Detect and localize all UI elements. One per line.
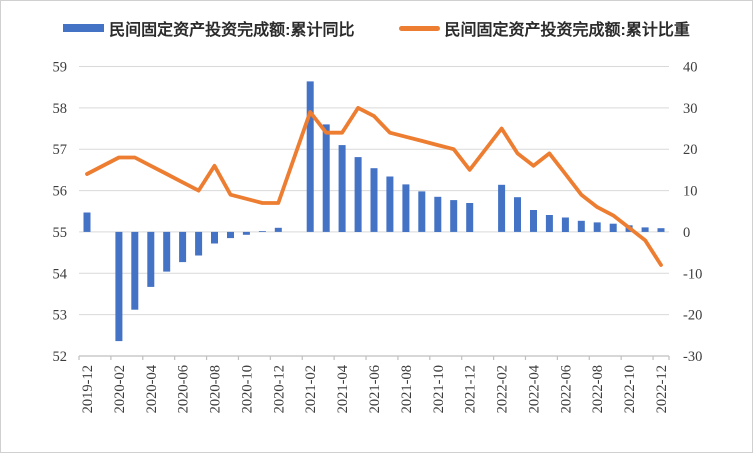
x-axis-tick-label: 2022-02	[495, 365, 511, 413]
left-axis-tick-label: 56	[53, 184, 68, 200]
bar-2021-12	[466, 203, 474, 232]
x-axis-tick-label: 2022-08	[590, 365, 606, 413]
bar-2021-07	[386, 176, 394, 232]
share-line	[85, 106, 663, 267]
left-axis-tick-label: 58	[53, 101, 68, 117]
bar-2022-11	[641, 227, 649, 232]
bar-2020-12	[274, 227, 282, 232]
x-axis-tick-label: 2020-10	[239, 365, 255, 413]
x-axis-tick-label: 2021-04	[335, 364, 351, 413]
x-axis-tick-label: 2021-12	[463, 365, 479, 413]
left-axis-tick-label: 59	[53, 60, 68, 76]
x-axis-tick-label: 2020-08	[208, 365, 224, 413]
chart-legend: 民间固定资产投资完成额:累计同比 民间固定资产投资完成额:累计比重	[1, 16, 752, 40]
left-axis-tick-label: 55	[53, 225, 68, 241]
bar-2020-02	[115, 231, 123, 342]
x-axis-tick-label: 2022-12	[654, 365, 670, 413]
legend-item-yoy: 民间固定资产投资完成额:累计同比	[63, 16, 355, 40]
bar-2022-04	[530, 210, 537, 232]
bar-2022-05	[545, 215, 553, 232]
x-axis-tick-label: 2020-06	[176, 365, 192, 413]
bar-2020-11	[258, 231, 266, 232]
right-axis-tick-label: 0	[683, 225, 690, 241]
left-axis-tick-label: 52	[53, 349, 68, 365]
bar-2021-05	[354, 157, 362, 232]
x-axis-tick-label: 2020-02	[112, 365, 128, 413]
bar-2022-12	[657, 228, 665, 232]
bar-2021-03	[322, 124, 330, 232]
right-axis-tick-label: -10	[683, 266, 702, 282]
legend-label-yoy: 民间固定资产投资完成额:累计同比	[109, 22, 355, 39]
bar-2020-07	[195, 231, 203, 256]
bar-2020-04	[147, 231, 155, 287]
bar-2020-06	[179, 231, 187, 263]
x-axis-tick-label: 2019-12	[80, 365, 96, 413]
bar-2021-10	[434, 196, 442, 232]
x-axis-tick-label: 2020-12	[271, 365, 287, 413]
bar-2022-06	[561, 217, 569, 232]
bar-2022-07	[577, 220, 585, 232]
bar-2021-06	[370, 168, 378, 232]
bar-2021-09	[418, 191, 426, 232]
bar-2021-08	[402, 184, 410, 232]
x-axis-tick-label: 2022-10	[622, 365, 638, 413]
legend-line-swatch-icon	[398, 25, 440, 31]
x-axis-tick-label: 2020-04	[144, 364, 160, 413]
right-axis-tick-label: 10	[683, 184, 698, 200]
x-axis-tick-label: 2021-06	[367, 365, 383, 413]
right-axis-tick-label: -20	[683, 308, 702, 324]
right-axis-tick-label: -30	[683, 349, 702, 365]
bar-2020-08	[211, 231, 218, 244]
right-axis-tick-label: 20	[683, 142, 698, 158]
legend-item-share: 民间固定资产投资完成额:累计比重	[398, 16, 690, 40]
left-axis-tick-label: 57	[53, 142, 68, 158]
x-axis-tick-label: 2021-02	[303, 365, 319, 413]
legend-bar-swatch-icon	[63, 24, 105, 32]
legend-label-share: 民间固定资产投资完成额:累计比重	[444, 22, 690, 39]
bar-2021-02	[306, 81, 314, 232]
left-axis-tick-label: 53	[53, 308, 68, 324]
bar-2021-11	[450, 200, 458, 232]
right-axis-tick-label: 40	[683, 60, 698, 76]
x-axis-tick-label: 2021-10	[431, 365, 447, 413]
bar-2020-05	[163, 231, 171, 272]
x-axis-tick-label: 2022-04	[527, 364, 543, 413]
bar-2022-09	[609, 223, 617, 232]
bar-2022-02	[498, 184, 506, 232]
x-axis-tick-label: 2021-08	[399, 365, 415, 413]
right-axis-tick-label: 30	[683, 101, 698, 117]
bar-2020-10	[242, 231, 250, 235]
left-axis-tick-label: 54	[53, 266, 68, 282]
bar-2022-03	[514, 197, 521, 232]
bar-2020-03	[131, 231, 139, 310]
bar-2019-12	[83, 212, 91, 232]
bar-2022-08	[593, 222, 601, 232]
x-axis-tick-label: 2022-06	[558, 365, 574, 413]
bar-2020-09	[227, 231, 234, 239]
bar-2021-04	[338, 145, 346, 232]
